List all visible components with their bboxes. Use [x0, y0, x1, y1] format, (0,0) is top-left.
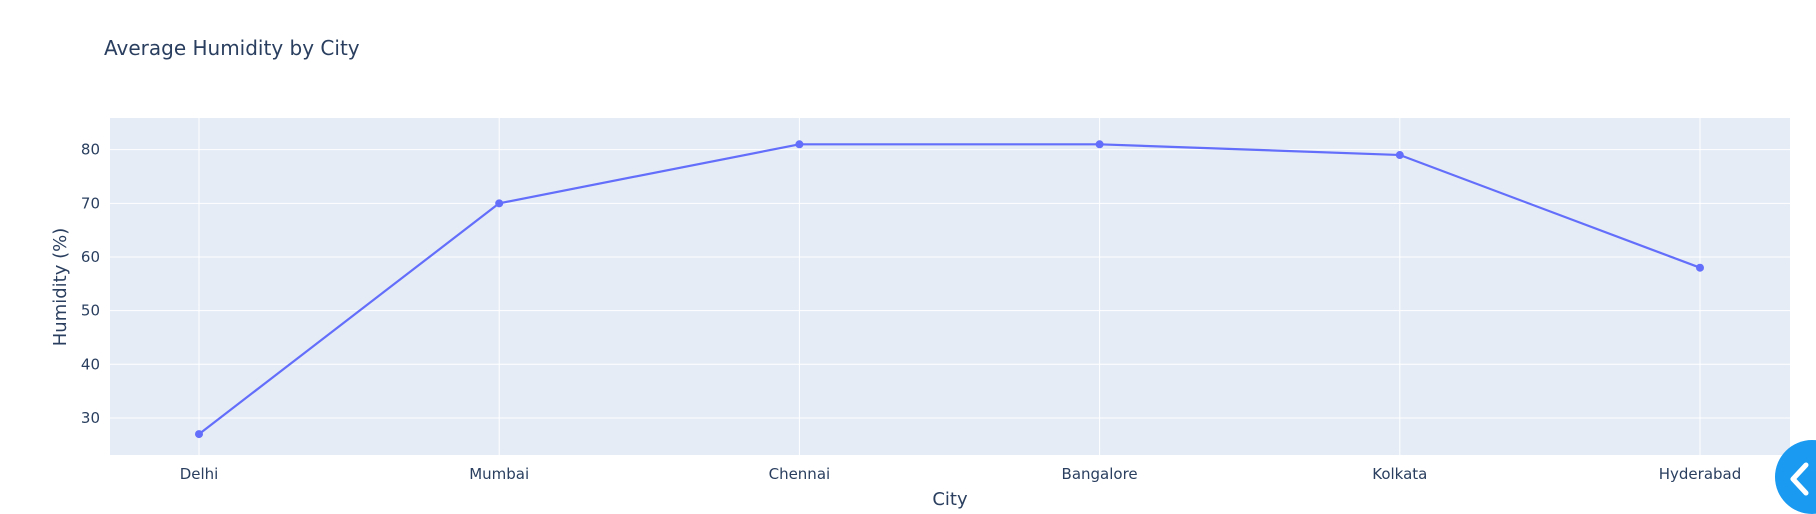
chevron-left-icon — [1790, 462, 1809, 496]
chart-title: Average Humidity by City — [104, 36, 360, 60]
y-axis-title: Humidity (%) — [50, 228, 71, 347]
grid-lines — [110, 118, 1790, 455]
x-tick-label: Kolkata — [1372, 465, 1427, 483]
x-tick-label: Hyderabad — [1659, 465, 1742, 483]
x-tick-label: Chennai — [769, 465, 831, 483]
plot-area — [110, 118, 1790, 455]
data-point-kolkata[interactable] — [1395, 151, 1404, 160]
y-tick-label: 40 — [81, 355, 100, 373]
data-point-delhi[interactable] — [195, 430, 203, 439]
x-axis-title: City — [932, 489, 968, 510]
data-point-hyderabad[interactable] — [1696, 263, 1704, 272]
series-markers — [195, 140, 1704, 439]
data-point-mumbai[interactable] — [495, 199, 504, 208]
y-tick-label: 50 — [81, 302, 100, 320]
series-line — [198, 143, 1701, 435]
data-point-chennai[interactable] — [795, 140, 804, 149]
y-tick-label: 80 — [81, 141, 100, 159]
x-tick-label: Delhi — [180, 465, 219, 483]
x-tick-label: Mumbai — [469, 465, 529, 483]
y-tick-label: 30 — [81, 409, 100, 427]
data-point-bangalore[interactable] — [1095, 140, 1104, 149]
x-tick-label: Bangalore — [1062, 465, 1138, 483]
y-tick-label: 70 — [81, 194, 100, 212]
y-axis-ticks: 30 40 50 60 70 80 — [81, 141, 100, 427]
x-axis-ticks: Delhi Mumbai Chennai Bangalore Kolkata Hydera… — [180, 465, 1742, 483]
y-tick-label: 60 — [81, 248, 100, 266]
